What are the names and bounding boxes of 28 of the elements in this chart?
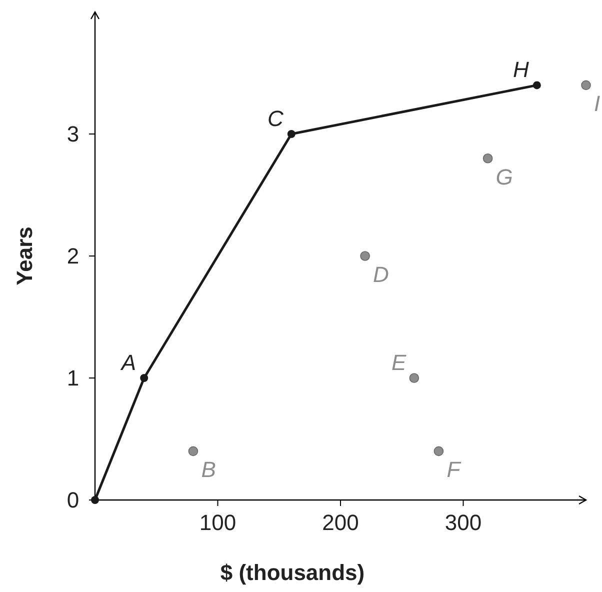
annotation: H xyxy=(513,57,530,82)
x-tick-label: 300 xyxy=(444,510,482,535)
x-tick-label: 200 xyxy=(322,510,359,535)
annotation: G xyxy=(496,164,513,190)
point xyxy=(360,251,370,261)
x-tick-label: 100 xyxy=(199,510,236,535)
point xyxy=(482,154,493,164)
point xyxy=(91,496,99,504)
point xyxy=(409,373,420,383)
annotation: B xyxy=(201,457,216,482)
annotation: D xyxy=(373,262,390,287)
y-tick-label: 3 xyxy=(66,122,80,147)
annotation: A xyxy=(119,350,136,375)
annotation: E xyxy=(391,350,406,375)
point xyxy=(188,446,198,456)
point xyxy=(581,80,591,90)
point xyxy=(287,130,296,138)
point xyxy=(140,374,148,382)
annotation: F xyxy=(446,457,462,482)
y-tick-label: 0 xyxy=(66,488,80,513)
annotation: I xyxy=(594,91,600,116)
y-axis-title: Years xyxy=(12,226,37,286)
point xyxy=(434,446,444,456)
point xyxy=(532,81,541,90)
annotation: C xyxy=(268,106,284,131)
y-tick-label: 2 xyxy=(66,244,80,269)
y-tick-label: 1 xyxy=(66,366,80,391)
x-axis-title: $ (thousands) xyxy=(220,560,365,585)
